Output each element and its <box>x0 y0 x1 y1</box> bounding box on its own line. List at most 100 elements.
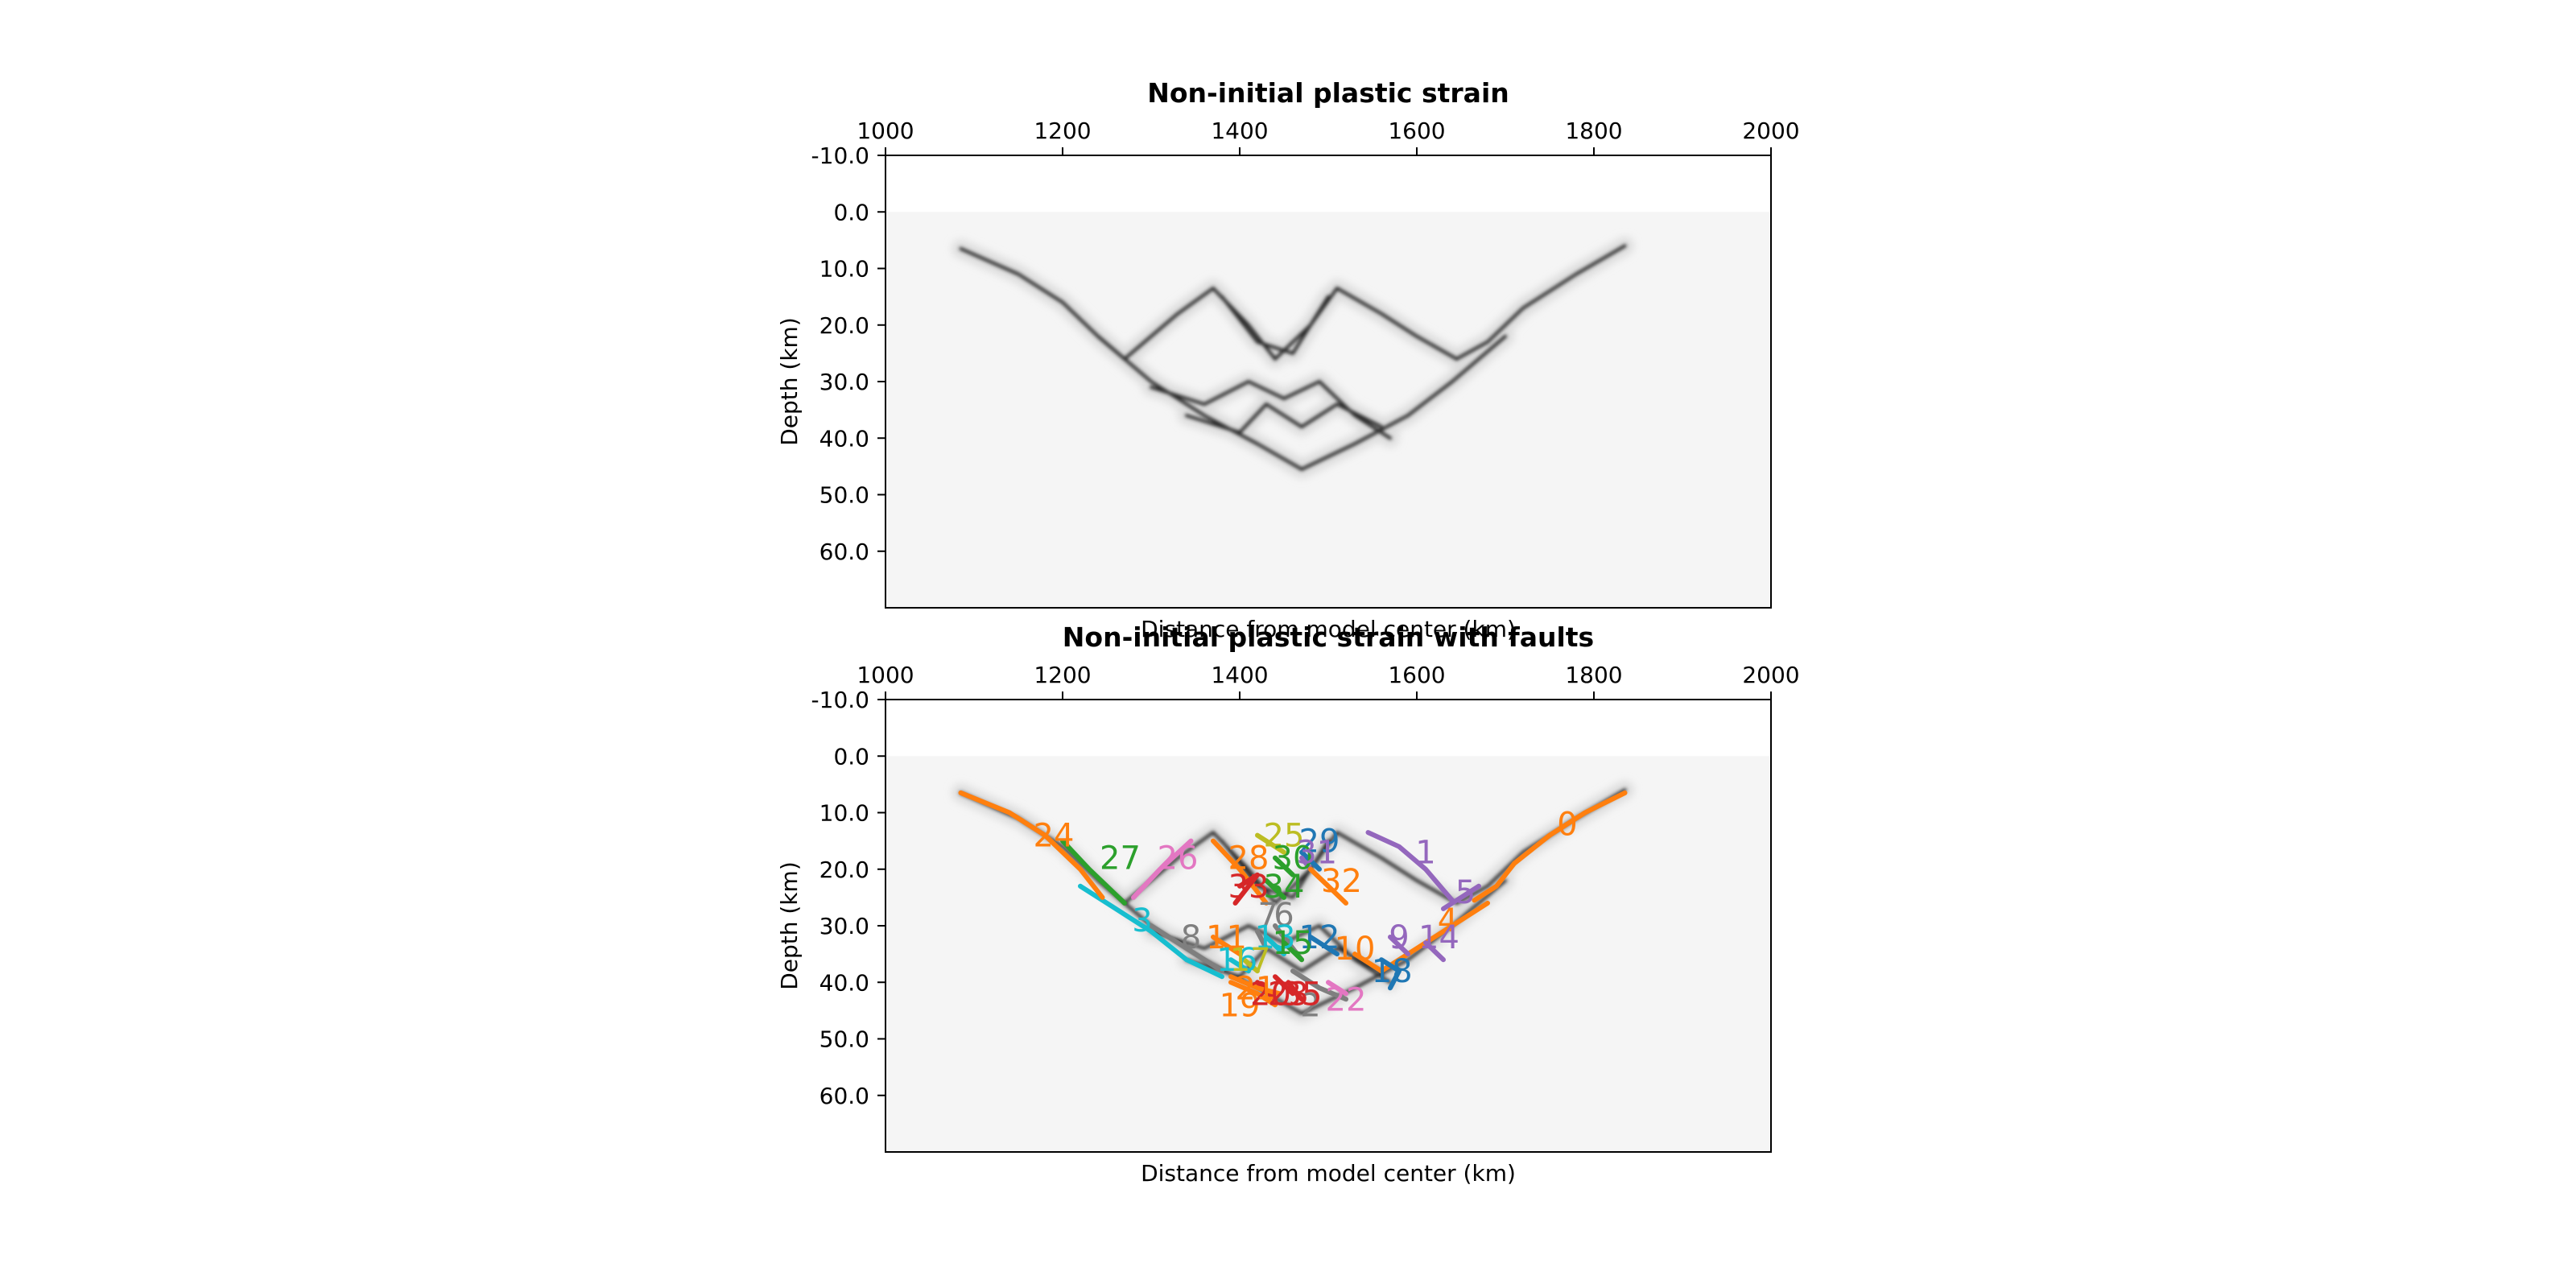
y-tick-label: 20.0 <box>819 857 869 883</box>
fault-label-25: 25 <box>1264 818 1305 855</box>
fault-label-33: 33 <box>1228 869 1269 906</box>
fault-line-10 <box>1352 952 1384 974</box>
y-tick-label: 10.0 <box>819 256 869 283</box>
y-axis: -10.0 0.0 10.0 20.0 30.0 40.0 50.0 60.0 <box>811 687 886 1109</box>
fault-line-35 <box>1286 980 1304 1002</box>
strain-band <box>1220 295 1330 355</box>
y-tick-label: 60.0 <box>819 1083 869 1109</box>
x-tick-label: 1600 <box>1388 662 1445 688</box>
y-tick-label: 30.0 <box>819 913 869 939</box>
y-tick-label: 0.0 <box>833 199 869 225</box>
strain-band <box>1274 287 1459 361</box>
fault-label-23: 23 <box>1268 976 1309 1013</box>
y-tick-label: -10.0 <box>811 687 869 713</box>
fault-label-4: 4 <box>1438 902 1458 939</box>
y-tick-label: 40.0 <box>819 969 869 996</box>
fault-label-26: 26 <box>1158 840 1199 877</box>
fault-line-25 <box>1255 832 1286 855</box>
fault-label-27: 27 <box>1100 840 1141 877</box>
x-axis-label: Distance from model center (km) <box>1141 1160 1516 1187</box>
fault-lines <box>958 790 1628 1008</box>
fault-label-22: 22 <box>1326 981 1367 1018</box>
strain-band <box>1185 947 1383 979</box>
fault-line-14 <box>1423 940 1446 963</box>
x-tick-label: 1800 <box>1565 662 1622 688</box>
y-tick-label: 0.0 <box>833 743 869 770</box>
fault-line-32 <box>1308 866 1348 906</box>
x-tick-label: 1200 <box>1034 118 1091 144</box>
fault-label-24: 24 <box>1034 818 1075 855</box>
fault-line-33 <box>1232 872 1260 906</box>
fault-label-20: 20 <box>1250 976 1291 1013</box>
fault-line-15 <box>1282 940 1304 963</box>
fault-line-3 <box>1078 883 1224 980</box>
fault-line-9 <box>1388 935 1410 957</box>
y-tick-label: 20.0 <box>819 312 869 339</box>
fault-label-29: 29 <box>1299 824 1340 861</box>
fault-line-18 <box>1379 957 1402 991</box>
fault-label-34: 34 <box>1264 869 1305 906</box>
fault-line-29 <box>1299 849 1322 872</box>
y-tick-label: 40.0 <box>819 425 869 452</box>
fault-label-18: 18 <box>1372 953 1413 990</box>
fault-label-12: 12 <box>1299 919 1340 956</box>
strain-band <box>1123 287 1277 361</box>
strain-band <box>1150 380 1392 440</box>
fault-line-30 <box>1273 855 1295 877</box>
fault-line-7 <box>1255 929 1269 952</box>
fault-line-0 <box>1472 790 1628 903</box>
fault-line-23 <box>1273 974 1295 997</box>
x-axis-top: 1000 1200 1400 1600 1800 2000 <box>857 662 1800 700</box>
x-axis-label: Distance from model center (km) <box>1141 616 1516 642</box>
y-tick-label: 50.0 <box>819 482 869 509</box>
fault-line-12 <box>1308 935 1340 957</box>
fault-line-24 <box>958 790 1105 900</box>
fault-label-10: 10 <box>1335 931 1376 968</box>
y-axis-label: Depth (km) <box>776 317 803 446</box>
fault-label-7: 7 <box>1257 897 1278 934</box>
fault-label-9: 9 <box>1389 919 1409 956</box>
fault-label-28: 28 <box>1228 840 1269 877</box>
strain-band <box>1274 831 1459 905</box>
x-tick-label: 1400 <box>1211 118 1268 144</box>
x-tick-label: 2000 <box>1742 662 1799 688</box>
strain-band <box>1455 244 1627 361</box>
fault-label-15: 15 <box>1273 925 1314 962</box>
y-tick-label: 10.0 <box>819 800 869 827</box>
strain-panel: Non-initial plastic strain 1000 1200 1400 1… <box>776 77 1800 642</box>
y-axis-label: Depth (km) <box>776 861 803 990</box>
x-tick-label: 1600 <box>1388 118 1445 144</box>
strain-band <box>1123 831 1277 905</box>
fault-line-1 <box>1365 830 1455 903</box>
x-tick-label: 1400 <box>1211 662 1268 688</box>
fault-line-11 <box>1211 935 1242 957</box>
fault-line-2 <box>1290 968 1348 1002</box>
x-tick-label: 1000 <box>857 662 914 688</box>
fault-label-21: 21 <box>1235 970 1276 1007</box>
fault-label-16: 16 <box>1216 942 1257 979</box>
fault-line-27 <box>1060 838 1127 906</box>
strain-bands-sharp <box>959 244 1627 471</box>
fault-line-5 <box>1441 883 1481 911</box>
fault-label-8: 8 <box>1181 919 1201 956</box>
fault-line-21 <box>1228 974 1282 997</box>
fault-line-34 <box>1264 877 1286 900</box>
fault-line-19 <box>1228 980 1278 1008</box>
fault-label-1: 1 <box>1415 835 1435 872</box>
fault-label-6: 6 <box>1274 897 1294 934</box>
fault-line-22 <box>1326 980 1348 997</box>
x-tick-label: 1200 <box>1034 662 1091 688</box>
y-tick-label: 50.0 <box>819 1026 869 1053</box>
fault-label-19: 19 <box>1220 987 1261 1024</box>
fault-label-17: 17 <box>1230 942 1271 979</box>
y-tick-label: -10.0 <box>811 142 869 169</box>
chart-title: Non-initial plastic strain <box>1147 77 1509 109</box>
y-axis: -10.0 0.0 10.0 20.0 30.0 40.0 50.0 60.0 <box>811 142 886 565</box>
fault-label-13: 13 <box>1255 919 1296 956</box>
strain-band <box>1185 402 1383 435</box>
fault-line-26 <box>1131 838 1194 900</box>
strain-band <box>1300 334 1507 471</box>
fault-label-2: 2 <box>1300 987 1320 1024</box>
